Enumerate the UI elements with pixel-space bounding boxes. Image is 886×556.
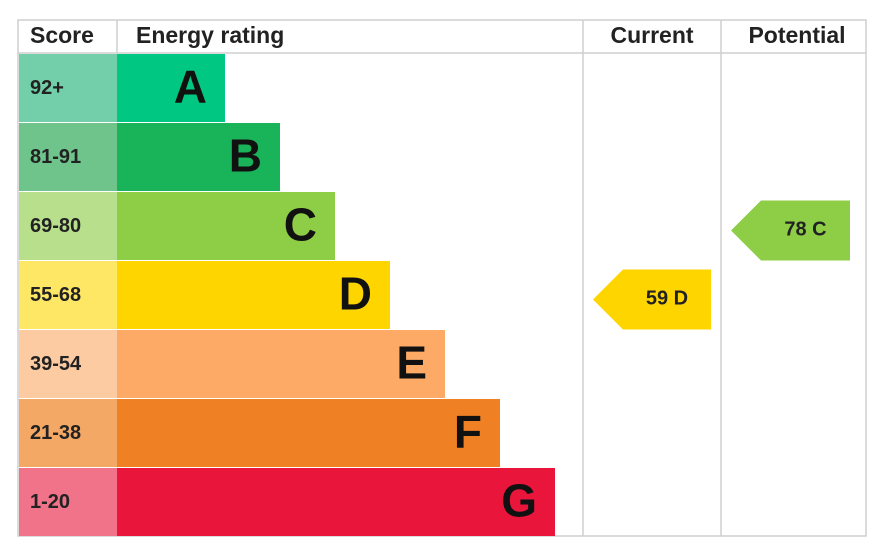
rating-bar [117,330,445,398]
rating-bar [117,468,555,536]
rating-letter: D [339,268,372,320]
current-label: 59 D [646,288,688,310]
score-range: 81-91 [30,146,81,168]
rating-bar [117,261,390,329]
potential-arrow [731,200,850,261]
potential-label: 78 C [784,219,826,241]
rating-letter: G [501,475,537,527]
rating-bar [117,399,500,467]
score-cell [19,468,117,536]
current-score: 59 [646,288,668,310]
score-range: 1-20 [30,491,70,513]
rating-letter: F [454,406,482,458]
score-range: 21-38 [30,422,81,444]
rating-letter: B [229,130,262,182]
score-cell [19,399,117,467]
header-current: Current [610,22,693,48]
header-energy-rating: Energy rating [136,22,284,48]
header-potential: Potential [748,22,845,48]
rating-letter: E [396,337,427,389]
score-cell [19,123,117,191]
score-cell [19,330,117,398]
potential-rating: C [812,219,826,241]
header-score: Score [30,22,94,48]
rating-bar [117,123,280,191]
score-cell [19,192,117,260]
rating-bar [117,54,225,122]
rating-letter: A [174,61,207,113]
score-cell [19,54,117,122]
score-range: 55-68 [30,284,81,306]
score-range: 92+ [30,77,64,99]
score-cell [19,261,117,329]
current-arrow [593,269,711,330]
score-range: 69-80 [30,215,81,237]
current-rating: D [674,288,688,310]
rating-bar [117,192,335,260]
score-range: 39-54 [30,353,82,375]
potential-score: 78 [784,219,806,241]
rating-letter: C [284,199,317,251]
